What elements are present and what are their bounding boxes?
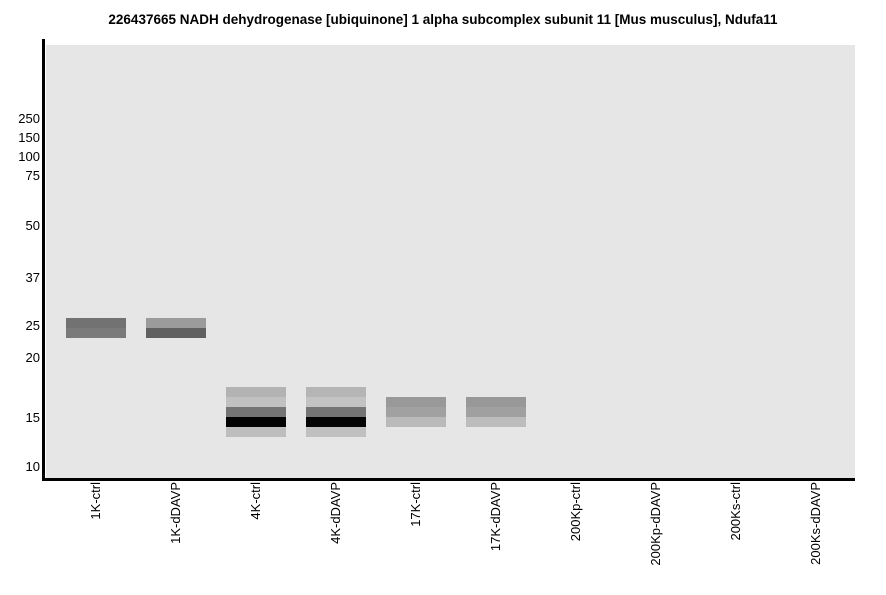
y-axis-tick-label: 150 bbox=[18, 130, 40, 145]
y-axis-tick-label: 10 bbox=[25, 459, 40, 474]
x-axis-line bbox=[42, 478, 855, 481]
y-axis-tick-label: 250 bbox=[18, 111, 40, 126]
lane-label: 200Ks-ctrl bbox=[728, 482, 743, 541]
lane-label: 200Ks-dDAVP bbox=[808, 482, 823, 565]
lane-label: 200Kp-dDAVP bbox=[648, 482, 663, 566]
lane-label: 1K-ctrl bbox=[88, 482, 103, 520]
lane-label: 4K-dDAVP bbox=[328, 482, 343, 544]
lane-label: 17K-ctrl bbox=[408, 482, 423, 527]
y-axis-tick-label: 37 bbox=[25, 270, 40, 285]
gel-band-segment bbox=[226, 417, 286, 427]
gel-band-segment bbox=[146, 318, 206, 328]
gel-band-segment bbox=[66, 318, 126, 328]
lane-label: 17K-dDAVP bbox=[488, 482, 503, 552]
gel-band-segment bbox=[386, 417, 446, 427]
gel-band-segment bbox=[306, 427, 366, 437]
gel-band-segment bbox=[306, 397, 366, 407]
y-axis-tick-label: 25 bbox=[25, 318, 40, 333]
gel-band-segment bbox=[306, 387, 366, 397]
gel-band-segment bbox=[226, 397, 286, 407]
gel-band-segment bbox=[226, 427, 286, 437]
y-axis-tick-label: 50 bbox=[25, 218, 40, 233]
gel-band-segment bbox=[146, 328, 206, 338]
lane-label: 200Kp-ctrl bbox=[568, 482, 583, 542]
gel-band-segment bbox=[466, 407, 526, 417]
gel-band-segment bbox=[306, 407, 366, 417]
figure-title: 226437665 NADH dehydrogenase [ubiquinone… bbox=[108, 12, 778, 27]
gel-band-segment bbox=[226, 387, 286, 397]
y-axis-line bbox=[42, 39, 45, 481]
gel-band-segment bbox=[466, 397, 526, 407]
lane-label: 4K-ctrl bbox=[248, 482, 263, 520]
y-axis-tick-label: 20 bbox=[25, 350, 40, 365]
y-axis-tick-label: 75 bbox=[25, 168, 40, 183]
gel-plot-background bbox=[46, 45, 855, 478]
y-axis-tick-label: 15 bbox=[25, 410, 40, 425]
gel-band-segment bbox=[66, 328, 126, 338]
lane-label: 1K-dDAVP bbox=[168, 482, 183, 544]
gel-band-segment bbox=[306, 417, 366, 427]
y-axis-tick-label: 100 bbox=[18, 149, 40, 164]
gel-band-segment bbox=[386, 407, 446, 417]
gel-band-segment bbox=[226, 407, 286, 417]
gel-band-segment bbox=[386, 397, 446, 407]
gel-band-segment bbox=[466, 417, 526, 427]
